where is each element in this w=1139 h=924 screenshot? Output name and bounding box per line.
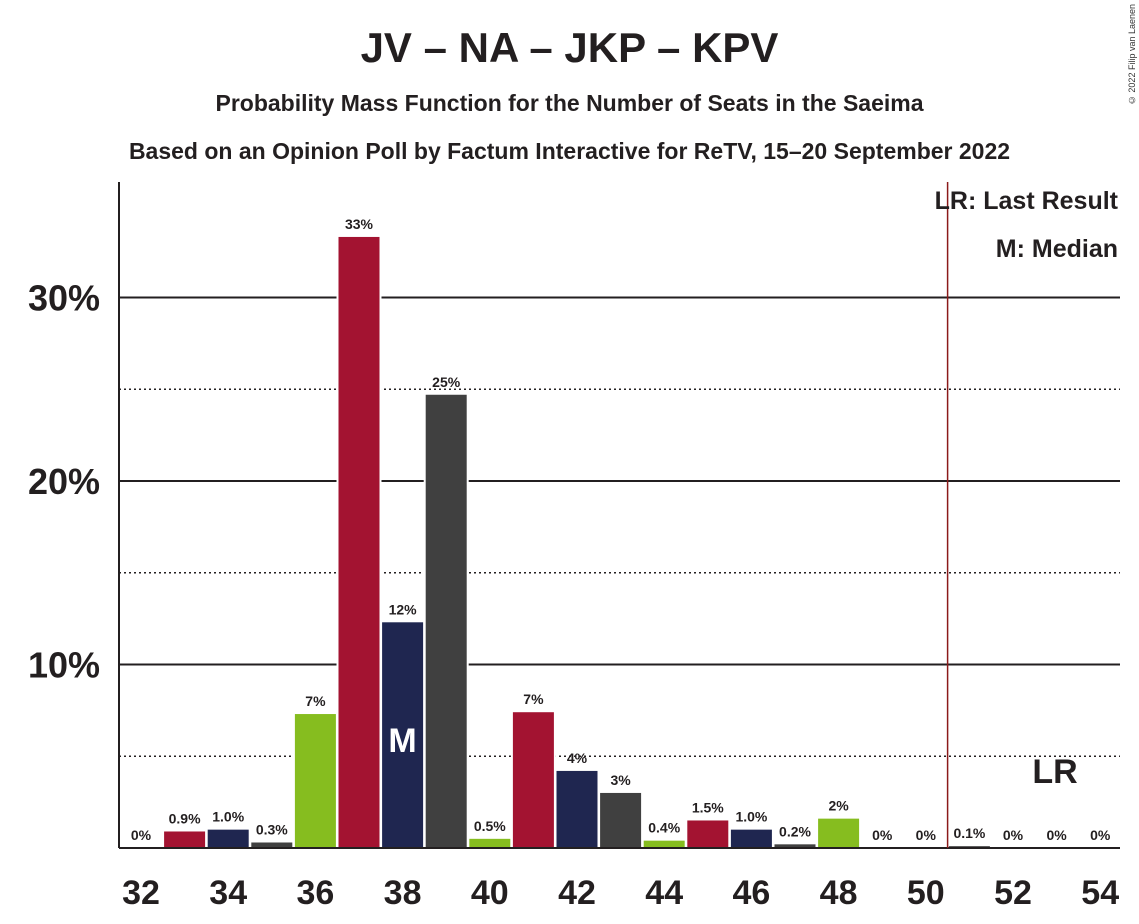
bar-label-44: 0.4% [648, 820, 680, 836]
bar-label-49: 0% [872, 827, 893, 843]
bar-43 [600, 792, 642, 848]
bar-label-43: 3% [610, 772, 631, 788]
x-tick-label: 38 [384, 874, 422, 912]
bar-label-40: 0.5% [474, 818, 506, 834]
bar-45 [687, 820, 729, 848]
axes [118, 182, 1120, 849]
bar-39 [425, 394, 467, 848]
bar-label-47: 0.2% [779, 823, 811, 839]
bar-label-39: 25% [432, 374, 461, 390]
bar-46 [730, 829, 772, 848]
x-tick-label: 48 [820, 874, 858, 912]
tick-labels: 32 34 36 38 40 42 44 46 48 50 52 54 10% 20% 30% [28, 278, 1119, 913]
bar-36 [294, 714, 336, 848]
x-tick-label: 52 [994, 874, 1032, 912]
bar-halo [946, 844, 992, 848]
bar-label-53: 0% [1046, 827, 1067, 843]
bar-label-54: 0% [1090, 827, 1111, 843]
y-tick-label: 20% [28, 461, 100, 502]
bar-label-51: 0.1% [953, 825, 985, 841]
bar-label-33: 0.9% [169, 810, 201, 826]
bar-label-36: 7% [305, 693, 326, 709]
bar-label-45: 1.5% [692, 799, 724, 815]
bar-label-34: 1.0% [212, 809, 244, 825]
bar-40 [469, 838, 511, 848]
bar-38 [382, 622, 424, 848]
bar-37 [338, 236, 380, 848]
bar-47 [774, 844, 816, 848]
bar-34 [207, 829, 249, 848]
chart-subtitle: Probability Mass Function for the Number… [215, 90, 924, 116]
bar-label-42: 4% [567, 750, 588, 766]
bar-41 [512, 712, 554, 848]
x-tick-label: 50 [907, 874, 945, 912]
x-tick-label: 32 [122, 874, 160, 912]
bar-label-48: 2% [828, 798, 849, 814]
bar-label-50: 0% [916, 827, 937, 843]
chart-subtitle-source: Based on an Opinion Poll by Factum Inter… [128, 138, 1011, 164]
grid-lines [119, 296, 1120, 757]
bar-33 [164, 831, 206, 848]
bar-label-38: 12% [389, 601, 418, 617]
x-tick-label: 34 [209, 874, 247, 912]
bar-35 [251, 842, 293, 848]
x-tick-label: 54 [1081, 874, 1119, 912]
x-tick-label: 42 [558, 874, 596, 912]
bar-label-37: 33% [345, 216, 374, 232]
bar-42 [556, 770, 598, 848]
x-tick-label: 46 [732, 874, 770, 912]
y-tick-label: 30% [28, 278, 100, 319]
markers: M LR [388, 182, 1078, 848]
bars [162, 234, 992, 848]
bar-value-labels: 0% 0.9% 1.0% 0.3% 7% 33% 12% 25% 0.5% 7% 4% 3% 0.4% 1… [131, 216, 1111, 843]
x-tick-label: 44 [645, 874, 683, 912]
bar-label-46: 1.0% [735, 809, 767, 825]
bar-44 [643, 840, 685, 848]
legend-last-result: LR: Last Result [935, 187, 1119, 215]
bar-label-35: 0.3% [256, 821, 288, 837]
last-result-marker: LR [1032, 753, 1077, 791]
x-tick-label: 40 [471, 874, 509, 912]
x-tick-label: 36 [296, 874, 334, 912]
bar-label-52: 0% [1003, 827, 1024, 843]
bar-label-41: 7% [523, 691, 544, 707]
legend-median: M: Median [996, 235, 1118, 263]
chart-title: JV – NA – JKP – KPV [360, 24, 779, 71]
bar-48 [818, 818, 860, 848]
bar-label-32: 0% [131, 827, 152, 843]
y-tick-label: 10% [28, 645, 100, 686]
median-marker: M [388, 722, 416, 760]
